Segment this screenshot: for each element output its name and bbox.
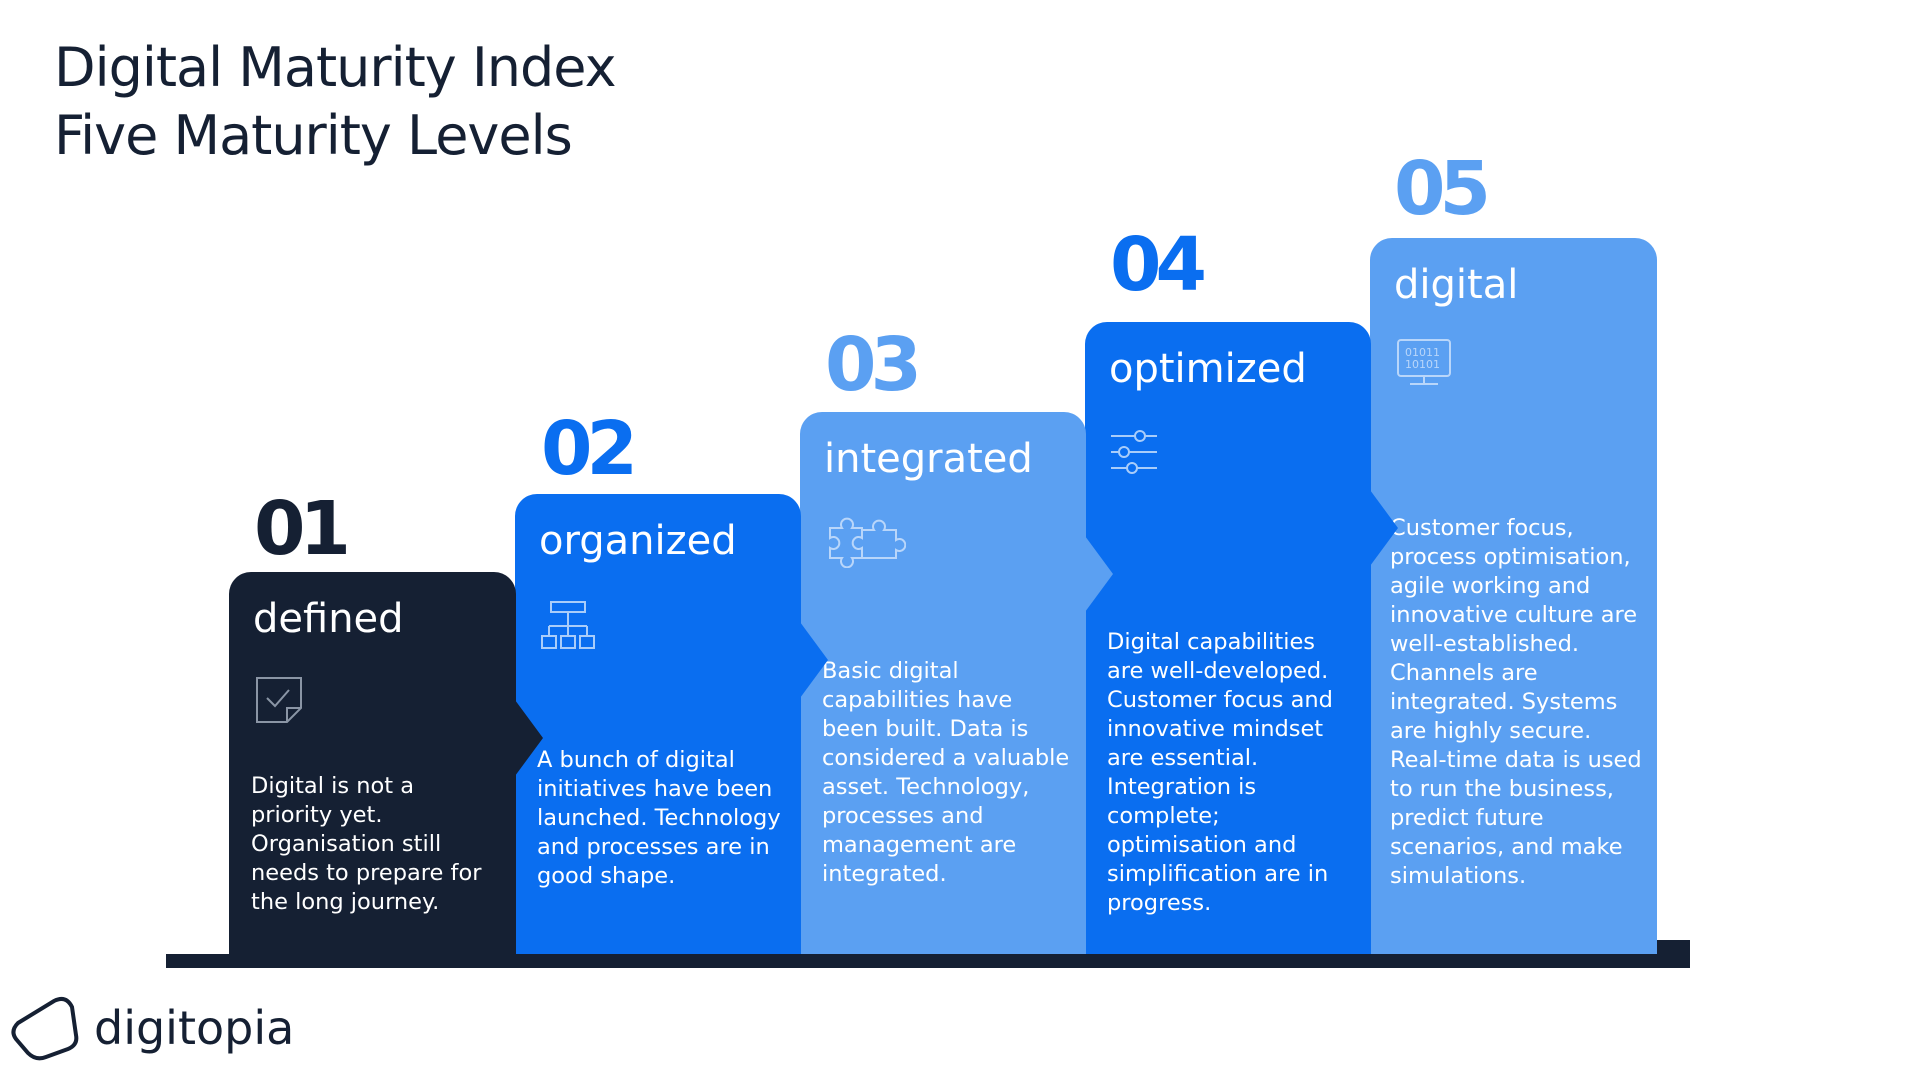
- level-number-01: 01: [254, 486, 351, 572]
- level-label: integrated: [824, 436, 1033, 482]
- level-label: digital: [1394, 262, 1519, 308]
- step-arrow: [1370, 490, 1398, 566]
- step-arrow: [515, 700, 543, 776]
- step-arrow: [800, 622, 828, 698]
- baseline-bar-lower: [166, 954, 1690, 968]
- step-arrow: [1085, 536, 1113, 612]
- level-description: Digital capabilities are well-developed.…: [1107, 629, 1333, 916]
- level-label: organized: [539, 518, 737, 564]
- svg-text:01011: 01011: [1405, 346, 1440, 359]
- sliders-icon: [1111, 428, 1157, 480]
- level-description: A bunch of digital initiatives have been…: [537, 747, 781, 889]
- title-line-1: Digital Maturity Index: [54, 36, 617, 99]
- level-card-optimized: optimized Digital capabilities are well-…: [1085, 322, 1398, 954]
- level-description: Basic digital capabilities have been bui…: [822, 658, 1070, 887]
- level-label: optimized: [1109, 346, 1307, 392]
- level-description: Digital is not a priority yet. Organisat…: [251, 773, 482, 915]
- level-number-05: 05: [1394, 146, 1491, 232]
- logo-shape-icon: [11, 997, 79, 1061]
- checked-note-icon: [255, 676, 305, 730]
- puzzle-icon: [826, 516, 907, 572]
- page-title: Digital Maturity Index Five Maturity Lev…: [54, 34, 617, 170]
- org-chart-icon: [541, 600, 595, 654]
- level-number-03: 03: [825, 322, 922, 408]
- title-line-2: Five Maturity Levels: [54, 104, 573, 167]
- level-card-defined: defined Digital is not a priority yet. O…: [229, 572, 543, 954]
- level-description: Customer focus, process optimisation, ag…: [1390, 515, 1642, 889]
- level-number-04: 04: [1110, 222, 1207, 308]
- level-card-organized: organized A bunch of digital initiatives…: [515, 494, 828, 954]
- binary-monitor-icon: 01011 10101: [1396, 338, 1452, 392]
- level-card-integrated: integrated Basic digital capabilities ha…: [800, 412, 1113, 954]
- level-number-02: 02: [541, 406, 638, 492]
- digitopia-logo: digitopia: [10, 995, 294, 1061]
- logo-text: digitopia: [94, 1001, 295, 1055]
- level-card-digital: digital 01011 10101 Customer focus, proc…: [1370, 238, 1657, 954]
- level-label: defined: [253, 596, 404, 642]
- svg-text:10101: 10101: [1405, 358, 1440, 371]
